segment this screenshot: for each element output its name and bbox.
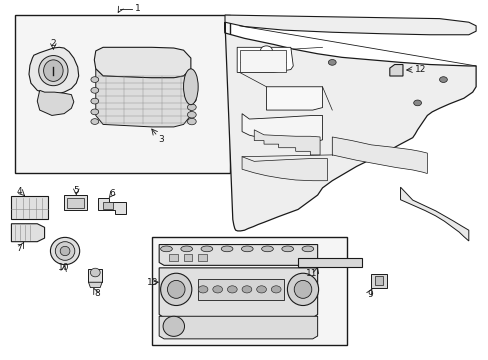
Ellipse shape	[39, 55, 68, 86]
Polygon shape	[98, 198, 126, 214]
Polygon shape	[37, 90, 74, 116]
Ellipse shape	[181, 246, 192, 252]
Bar	[168, 253, 177, 261]
Bar	[198, 279, 283, 300]
Polygon shape	[242, 157, 327, 181]
Polygon shape	[11, 224, 44, 242]
Text: 8: 8	[94, 289, 100, 298]
Bar	[15, 15, 229, 173]
Ellipse shape	[261, 246, 273, 252]
Ellipse shape	[302, 246, 313, 252]
Text: 13: 13	[147, 278, 158, 287]
Text: 12: 12	[414, 65, 426, 74]
Ellipse shape	[439, 77, 447, 82]
Ellipse shape	[167, 280, 184, 298]
Ellipse shape	[163, 316, 184, 336]
Ellipse shape	[91, 77, 99, 82]
Ellipse shape	[221, 246, 232, 252]
Text: 9: 9	[366, 289, 372, 298]
Text: 1: 1	[135, 4, 141, 13]
Bar	[183, 253, 192, 261]
Ellipse shape	[260, 46, 272, 54]
Ellipse shape	[198, 286, 207, 293]
Ellipse shape	[90, 268, 100, 277]
Ellipse shape	[187, 112, 196, 118]
Ellipse shape	[201, 246, 212, 252]
Ellipse shape	[91, 109, 99, 115]
Bar	[370, 274, 386, 288]
Ellipse shape	[91, 87, 99, 93]
Ellipse shape	[256, 286, 266, 293]
Bar	[64, 195, 87, 211]
Bar	[374, 276, 382, 285]
Ellipse shape	[287, 273, 318, 306]
Ellipse shape	[183, 69, 198, 105]
Bar	[11, 196, 48, 220]
Ellipse shape	[187, 118, 196, 125]
Polygon shape	[159, 244, 317, 265]
Bar	[298, 258, 361, 267]
Ellipse shape	[91, 98, 99, 104]
Ellipse shape	[91, 119, 99, 125]
Polygon shape	[224, 15, 475, 35]
Bar	[67, 198, 84, 208]
Polygon shape	[331, 137, 427, 174]
Text: 6: 6	[109, 189, 115, 198]
Polygon shape	[254, 130, 320, 155]
Ellipse shape	[187, 104, 196, 111]
Ellipse shape	[187, 89, 196, 95]
Ellipse shape	[242, 286, 251, 293]
Text: 10: 10	[58, 264, 70, 273]
Ellipse shape	[50, 237, 80, 265]
Ellipse shape	[271, 286, 281, 293]
Text: 5: 5	[73, 186, 79, 195]
Text: 7: 7	[16, 244, 22, 253]
Polygon shape	[94, 47, 190, 78]
Ellipse shape	[160, 273, 191, 306]
Ellipse shape	[413, 100, 421, 106]
Ellipse shape	[43, 60, 63, 81]
Ellipse shape	[187, 75, 196, 81]
Ellipse shape	[60, 246, 70, 256]
Polygon shape	[224, 22, 475, 231]
Polygon shape	[389, 64, 402, 76]
Polygon shape	[266, 87, 322, 110]
Bar	[198, 253, 206, 261]
Bar	[152, 237, 346, 345]
Ellipse shape	[55, 242, 75, 260]
Ellipse shape	[227, 286, 237, 293]
Text: 4: 4	[17, 187, 22, 196]
Ellipse shape	[241, 246, 253, 252]
Ellipse shape	[187, 96, 196, 103]
Polygon shape	[159, 316, 317, 339]
Ellipse shape	[328, 59, 335, 65]
Polygon shape	[400, 187, 468, 241]
Ellipse shape	[294, 280, 311, 298]
Ellipse shape	[212, 286, 222, 293]
Polygon shape	[96, 69, 190, 127]
Ellipse shape	[187, 81, 196, 88]
Polygon shape	[159, 268, 317, 318]
Text: 3: 3	[159, 135, 164, 144]
Bar	[103, 202, 113, 209]
Text: 2: 2	[50, 39, 56, 48]
Bar	[239, 50, 285, 72]
Polygon shape	[242, 114, 322, 142]
Bar	[88, 269, 102, 282]
Polygon shape	[88, 282, 102, 288]
Text: 11: 11	[305, 269, 317, 278]
Polygon shape	[237, 47, 293, 72]
Polygon shape	[29, 47, 79, 94]
Ellipse shape	[281, 246, 293, 252]
Ellipse shape	[160, 246, 172, 252]
